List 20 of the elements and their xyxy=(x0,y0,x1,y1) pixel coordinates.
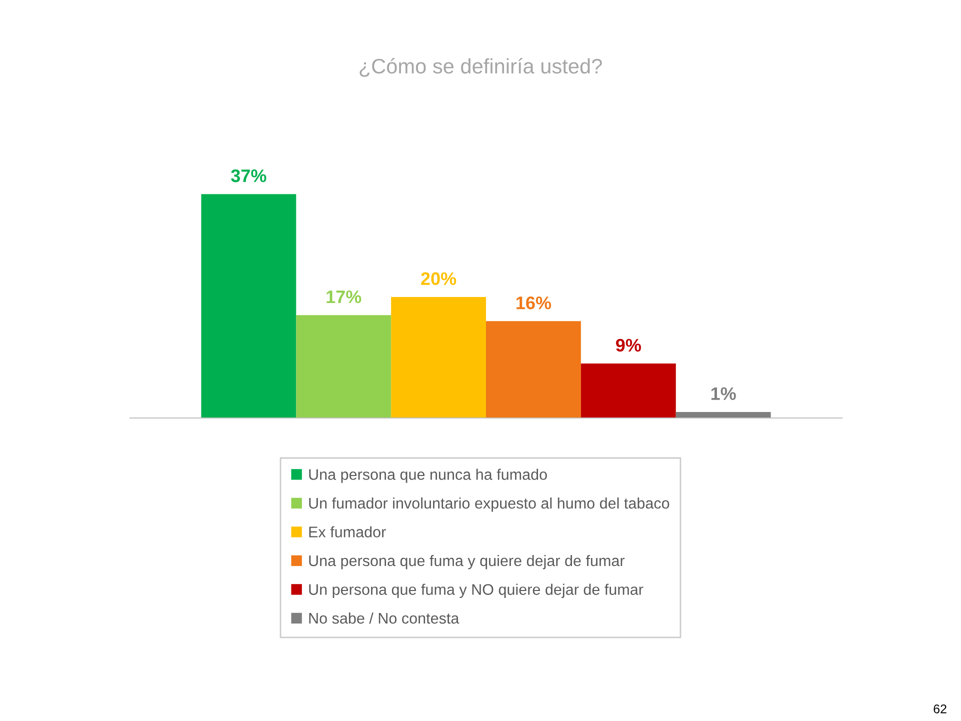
data-label: 37% xyxy=(231,169,266,182)
bar xyxy=(296,315,392,418)
bar xyxy=(676,412,771,418)
data-label: 9% xyxy=(616,338,641,352)
legend-label: No sabe / No contesta xyxy=(309,612,460,624)
legend-label: Una persona que nunca ha fumado xyxy=(309,468,547,483)
legend-label: Un persona que fuma y NO quiere dejar de fumar xyxy=(309,584,644,598)
data-label: 20% xyxy=(421,272,456,286)
bar xyxy=(580,364,676,418)
bar xyxy=(391,296,486,418)
legend-label: Un fumador involuntario expuesto al humo del tabaco xyxy=(309,497,670,512)
data-label: 1% xyxy=(711,387,736,400)
data-label: 16% xyxy=(516,296,552,310)
bar xyxy=(201,194,296,418)
text: 62 xyxy=(934,704,946,714)
legend-label: Una persona que fuma y quiere dejar de fumar xyxy=(309,554,625,570)
legend-label: Ex fumador xyxy=(309,526,386,538)
chart-title: ¿Cómo se definiría usted? xyxy=(360,58,602,77)
data-label: 17% xyxy=(326,290,362,304)
bar xyxy=(486,321,581,418)
